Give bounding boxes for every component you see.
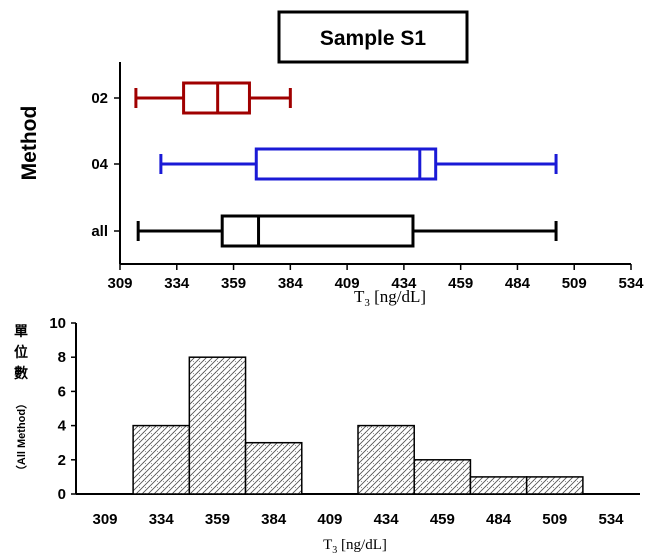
x-axis-title-top-rest: [ng/dL] <box>370 287 426 306</box>
boxplot-category-label: 02 <box>91 90 108 107</box>
hist-ylabel-char-2: 位 <box>14 344 28 361</box>
hist-y-tick-label: 6 <box>58 383 66 400</box>
boxplot-x-tick-label: 334 <box>164 275 190 292</box>
hist-bar <box>525 476 584 495</box>
x-axis-title-bottom-sub: 3 <box>332 545 337 556</box>
hist-y-tick-label: 4 <box>58 418 67 435</box>
chart-title: Sample S1 <box>320 27 427 50</box>
hist-y-tick-label: 0 <box>58 486 66 503</box>
title-box: Sample S1 <box>277 10 469 64</box>
x-axis-title-bottom-rest: [ng/dL] <box>337 537 387 553</box>
hist-ylabel-paren: （All Method） <box>15 398 28 476</box>
hist-bar <box>188 356 247 495</box>
hist-x-tick-label: 384 <box>261 511 287 528</box>
boxplot-x-tick-label: 534 <box>618 275 644 292</box>
box-02 <box>134 81 292 115</box>
hist-bar <box>357 424 415 495</box>
boxplot-x-tick-label: 384 <box>278 275 304 292</box>
x-axis-title-top-main: T <box>354 287 365 306</box>
hist-ylabel-char-1: 單 <box>14 324 28 340</box>
x-axis-title-top: T3 [ng/dL] <box>354 287 426 309</box>
histogram-axes: 0 2 4 6 8 10 309 334 359 384 409 434 459 484 509 534 <box>49 315 640 528</box>
boxplot-x-tick-label: 309 <box>107 275 132 292</box>
histogram-bars <box>132 356 584 495</box>
boxplot-x-tick-label: 434 <box>391 275 417 292</box>
boxplot-x-tick-label: 409 <box>335 275 360 292</box>
hist-x-tick-label: 434 <box>374 511 400 528</box>
hist-x-tick-label: 534 <box>598 511 624 528</box>
hist-x-tick-label: 509 <box>542 511 567 528</box>
boxplot-category-label: 04 <box>91 156 108 173</box>
x-axis-title-top-sub: 3 <box>364 297 370 309</box>
hist-y-tick-label: 10 <box>49 315 66 332</box>
hist-x-tick-label: 484 <box>486 511 512 528</box>
hist-bar <box>244 441 303 495</box>
box-iqr <box>254 147 438 181</box>
boxplot-panel: Sample S1 Method 309 334 359 384 409 434 459 48… <box>18 10 644 309</box>
histogram-panel: 單 位 數 （All Method） 0 2 4 6 8 10 309 334 359 384 40… <box>14 315 640 556</box>
boxplot-marks <box>134 81 558 248</box>
hist-x-tick-label: 334 <box>149 511 175 528</box>
boxplot-x-tick-label: 459 <box>448 275 473 292</box>
hist-y-axis-title: 單 位 數 （All Method） <box>14 324 28 476</box>
hist-y-tick-label: 2 <box>58 452 66 469</box>
box-04 <box>159 147 558 181</box>
hist-x-tick-label: 359 <box>205 511 230 528</box>
boxplot-x-tick-label: 509 <box>562 275 587 292</box>
hist-x-tick-label: 409 <box>317 511 342 528</box>
x-axis-title-bottom: T3 [ng/dL] <box>323 537 387 556</box>
hist-y-tick-label: 8 <box>58 349 66 366</box>
y-axis-title: Method <box>18 106 41 181</box>
hist-bar <box>413 459 472 495</box>
hist-bar <box>132 424 191 495</box>
hist-x-tick-label: 459 <box>430 511 455 528</box>
x-axis-title-bottom-main: T <box>323 537 332 553</box>
boxplot-x-tick-label: 359 <box>221 275 246 292</box>
box-all <box>136 214 558 248</box>
hist-bar <box>469 476 528 495</box>
hist-x-tick-label: 309 <box>92 511 117 528</box>
boxplot-axes: 309 334 359 384 409 434 459 484 509 534 02 04 all <box>91 62 644 292</box>
hist-ylabel-char-3: 數 <box>14 365 28 382</box>
boxplot-category-label: all <box>91 223 108 240</box>
boxplot-x-tick-label: 484 <box>505 275 531 292</box>
box-iqr <box>220 214 415 248</box>
